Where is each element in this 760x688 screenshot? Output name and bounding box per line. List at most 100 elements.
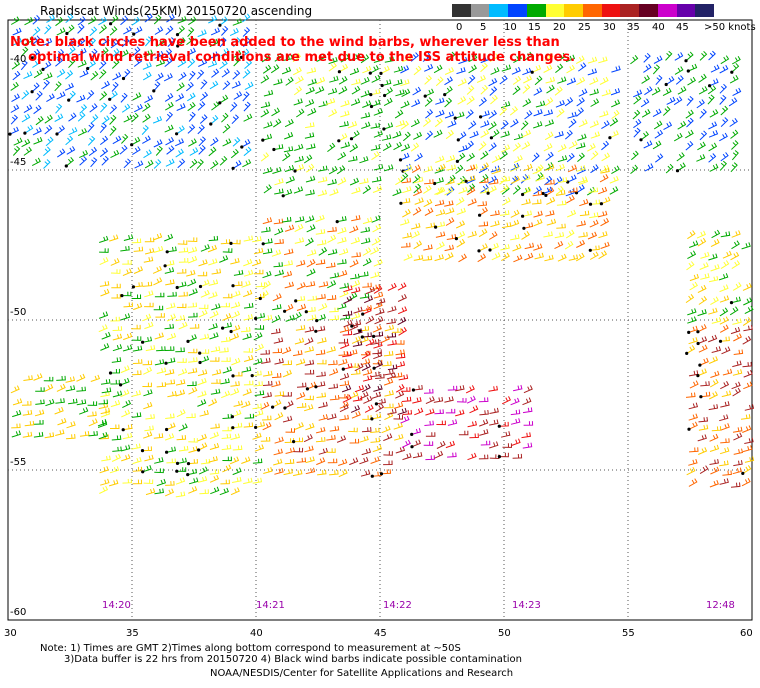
wind-barb bbox=[456, 67, 466, 75]
wind-barb bbox=[327, 234, 337, 243]
wind-barb bbox=[444, 76, 454, 86]
wind-barb bbox=[338, 458, 348, 466]
wind-barb bbox=[167, 246, 177, 253]
wind-barb bbox=[370, 427, 380, 433]
quality-flag-dot bbox=[64, 164, 68, 168]
wind-barb bbox=[327, 178, 337, 186]
wind-barb bbox=[466, 186, 476, 196]
wind-barb bbox=[284, 132, 294, 140]
wind-barb bbox=[45, 136, 54, 147]
wind-barb bbox=[598, 186, 608, 195]
wind-barb bbox=[112, 135, 122, 145]
colorbar-swatch bbox=[583, 4, 603, 17]
wind-barb bbox=[305, 122, 315, 129]
wind-barb bbox=[221, 112, 229, 123]
wind-barb bbox=[165, 137, 175, 146]
wind-barb bbox=[652, 140, 662, 150]
wind-barb bbox=[232, 445, 243, 451]
wind-barb bbox=[732, 318, 742, 325]
wind-barb bbox=[68, 127, 78, 136]
wind-barb bbox=[251, 259, 262, 267]
wind-barb bbox=[424, 179, 434, 185]
wind-barb bbox=[189, 323, 200, 329]
wind-barb bbox=[230, 381, 240, 387]
wind-barb bbox=[722, 250, 732, 259]
wind-barb bbox=[132, 92, 142, 101]
wind-barb bbox=[31, 157, 41, 167]
wind-barb bbox=[294, 143, 304, 151]
wind-barb bbox=[479, 177, 489, 184]
wind-barb bbox=[177, 16, 187, 24]
wind-barb bbox=[633, 118, 642, 129]
quality-flag-dot bbox=[599, 202, 604, 206]
wind-barb bbox=[413, 176, 424, 184]
quality-flag-dot bbox=[197, 448, 201, 452]
wind-barb bbox=[466, 140, 475, 151]
wind-barb bbox=[165, 111, 174, 122]
wind-barb bbox=[708, 356, 719, 364]
wind-barb bbox=[512, 142, 522, 152]
wind-barb bbox=[261, 226, 271, 233]
wind-barb bbox=[499, 452, 509, 458]
wind-barb bbox=[688, 63, 698, 72]
quality-flag-dot bbox=[108, 371, 113, 375]
wind-barb bbox=[326, 434, 336, 441]
wind-barb bbox=[349, 259, 359, 268]
wind-barb bbox=[601, 196, 611, 205]
wind-barb bbox=[337, 259, 347, 265]
wind-barb bbox=[469, 405, 479, 414]
wind-barb bbox=[361, 383, 371, 393]
wind-barb bbox=[362, 305, 373, 312]
wind-barb bbox=[32, 26, 41, 37]
wind-barb bbox=[359, 335, 369, 344]
wind-barb bbox=[351, 130, 360, 140]
wind-barb bbox=[444, 111, 455, 119]
wind-barb bbox=[229, 456, 240, 465]
quality-flag-dot bbox=[544, 193, 548, 197]
wind-barb bbox=[444, 396, 454, 403]
quality-flag-dot bbox=[687, 330, 691, 334]
wind-barb bbox=[200, 279, 210, 287]
quality-flag-dot bbox=[258, 296, 262, 301]
wind-barb bbox=[292, 469, 303, 477]
wind-barb bbox=[306, 306, 316, 313]
wind-barb bbox=[446, 234, 457, 240]
wind-barb bbox=[589, 77, 599, 85]
wind-barb bbox=[365, 338, 375, 347]
wind-barb bbox=[599, 110, 609, 118]
wind-barb bbox=[742, 336, 752, 345]
wind-barb bbox=[303, 154, 313, 164]
wind-barb bbox=[328, 108, 338, 118]
wind-barb bbox=[220, 239, 231, 245]
colorbar-swatch bbox=[470, 4, 490, 17]
quality-flag-dot bbox=[588, 248, 592, 252]
wind-barb bbox=[176, 435, 187, 441]
wind-barb bbox=[294, 216, 305, 223]
wind-barb bbox=[698, 424, 709, 431]
wind-barb bbox=[187, 101, 196, 112]
wind-barb bbox=[317, 176, 328, 183]
colorbar-swatch bbox=[526, 4, 547, 17]
wind-barb bbox=[383, 97, 393, 107]
wind-barb bbox=[133, 57, 143, 67]
wind-barb bbox=[732, 387, 741, 397]
wind-barb bbox=[325, 97, 336, 105]
wind-barb bbox=[296, 303, 307, 311]
wind-barb bbox=[241, 280, 251, 288]
wind-barb bbox=[188, 255, 198, 264]
wind-barb bbox=[555, 163, 565, 172]
quality-flag-dot bbox=[283, 406, 287, 410]
wind-barb bbox=[719, 307, 729, 317]
wind-barb bbox=[489, 86, 498, 96]
wind-barb bbox=[120, 389, 130, 398]
wind-barb bbox=[21, 90, 30, 100]
wind-barb bbox=[394, 433, 404, 441]
wind-barb bbox=[145, 344, 156, 352]
wind-barb bbox=[509, 163, 520, 172]
colorbar-swatch bbox=[620, 4, 640, 17]
wind-barb bbox=[121, 454, 131, 462]
wind-barb bbox=[232, 476, 242, 483]
wind-barb bbox=[488, 121, 497, 131]
wind-barb bbox=[144, 321, 154, 330]
wind-barb bbox=[296, 402, 307, 409]
